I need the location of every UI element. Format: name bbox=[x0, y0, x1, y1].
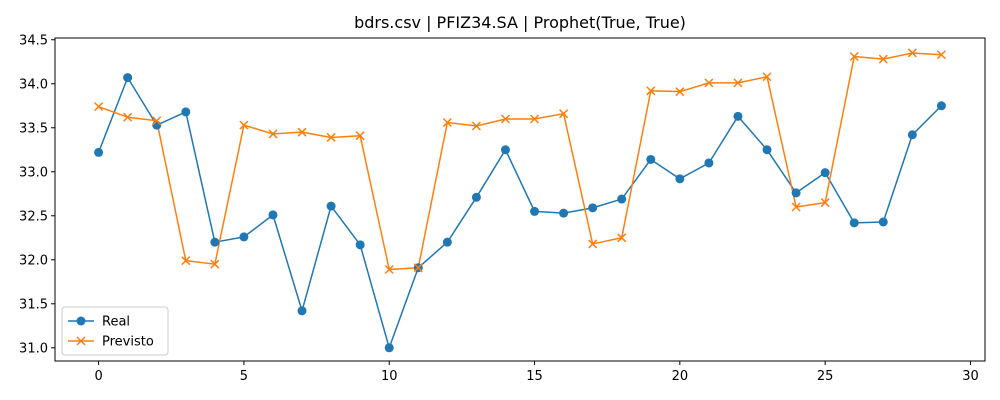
data-point-previsto bbox=[878, 54, 888, 64]
legend-box bbox=[61, 306, 169, 356]
data-point-previsto bbox=[326, 132, 336, 142]
legend-label: Previsto bbox=[102, 335, 154, 350]
data-point-real bbox=[152, 120, 162, 130]
plot-markers bbox=[94, 48, 946, 353]
data-point-previsto bbox=[210, 259, 220, 269]
data-point-real bbox=[762, 145, 772, 155]
data-point-previsto bbox=[442, 117, 452, 128]
data-point-real bbox=[326, 201, 336, 211]
y-tick-label: 33.0 bbox=[19, 165, 48, 180]
data-point-previsto bbox=[471, 121, 481, 131]
x-tick-label: 25 bbox=[817, 369, 834, 384]
data-point-real bbox=[820, 168, 830, 178]
data-point-previsto bbox=[588, 239, 598, 249]
data-point-previsto bbox=[675, 87, 685, 97]
data-point-previsto bbox=[646, 86, 656, 96]
data-point-previsto bbox=[413, 263, 423, 273]
x-tick-label: 0 bbox=[94, 369, 102, 384]
y-tick-label: 31.0 bbox=[19, 341, 48, 356]
data-point-real bbox=[791, 188, 801, 198]
data-point-previsto bbox=[94, 102, 104, 112]
data-point-previsto bbox=[297, 127, 307, 137]
legend-item-previsto: Previsto bbox=[68, 335, 154, 350]
data-point-previsto bbox=[152, 116, 162, 126]
data-point-previsto bbox=[907, 48, 917, 58]
x-tick-label: 5 bbox=[240, 369, 248, 384]
data-point-previsto bbox=[791, 202, 801, 212]
y-tick-label: 31.5 bbox=[19, 297, 48, 312]
data-point-real bbox=[297, 306, 307, 316]
data-point-real bbox=[355, 240, 365, 250]
data-point-previsto bbox=[500, 114, 510, 124]
chart-title: bdrs.csv | PFIZ34.SA | Prophet(True, Tru… bbox=[354, 13, 686, 32]
y-tick-label: 32.5 bbox=[19, 209, 48, 224]
data-point-previsto bbox=[733, 78, 743, 88]
data-point-previsto bbox=[530, 114, 540, 124]
data-point-real bbox=[123, 73, 133, 83]
x-axis: 0 5 10 15 20 25 30 bbox=[94, 361, 979, 384]
data-point-real bbox=[733, 111, 743, 121]
y-tick-label: 33.5 bbox=[19, 121, 48, 136]
data-point-real bbox=[500, 145, 510, 155]
series-line-real bbox=[97, 76, 942, 349]
y-axis: 31.0 31.5 32.0 32.5 33.0 33.5 34.0 34.5 bbox=[19, 33, 55, 356]
data-point-real bbox=[675, 174, 685, 184]
x-tick-label: 20 bbox=[672, 369, 689, 384]
data-point-real bbox=[704, 158, 714, 168]
x-tick-label: 30 bbox=[962, 369, 979, 384]
data-point-real bbox=[617, 194, 627, 204]
data-point-real bbox=[239, 232, 249, 242]
data-point-real bbox=[878, 217, 888, 227]
data-point-real bbox=[907, 130, 917, 140]
data-point-previsto bbox=[181, 256, 191, 266]
data-point-previsto bbox=[239, 120, 249, 130]
data-point-real bbox=[181, 107, 191, 117]
data-point-previsto bbox=[123, 112, 133, 122]
x-tick-label: 15 bbox=[526, 369, 543, 384]
plot-frame bbox=[54, 37, 986, 362]
series-line-previsto bbox=[98, 52, 942, 271]
data-point-previsto bbox=[936, 50, 946, 60]
legend-label: Real bbox=[102, 315, 130, 330]
y-tick-label: 32.0 bbox=[19, 253, 48, 268]
data-point-real bbox=[268, 210, 278, 220]
data-point-real bbox=[384, 343, 394, 353]
data-point-real bbox=[849, 218, 859, 228]
data-point-previsto bbox=[355, 131, 365, 141]
data-point-previsto bbox=[849, 51, 859, 62]
y-tick-label: 34.0 bbox=[19, 77, 48, 92]
data-point-real bbox=[210, 237, 220, 247]
data-point-real bbox=[588, 203, 598, 213]
x-tick-label: 10 bbox=[381, 369, 398, 384]
data-point-real bbox=[471, 192, 481, 202]
data-point-previsto bbox=[704, 78, 714, 88]
data-point-previsto bbox=[268, 129, 278, 139]
data-point-real bbox=[530, 206, 540, 216]
legend: Real Previsto bbox=[61, 306, 169, 356]
data-point-previsto bbox=[384, 264, 394, 274]
data-point-previsto bbox=[820, 198, 830, 208]
data-point-previsto bbox=[762, 72, 772, 82]
data-point-real bbox=[442, 237, 452, 247]
legend-marker bbox=[76, 316, 86, 326]
data-point-real bbox=[559, 208, 569, 218]
legend-item-real: Real bbox=[68, 315, 130, 330]
data-point-real bbox=[936, 101, 946, 111]
y-tick-label: 34.5 bbox=[19, 33, 48, 48]
data-point-real bbox=[94, 147, 104, 157]
data-point-real bbox=[646, 154, 656, 164]
plot-lines bbox=[97, 52, 942, 349]
data-point-previsto bbox=[617, 233, 627, 243]
data-point-previsto bbox=[559, 109, 569, 119]
